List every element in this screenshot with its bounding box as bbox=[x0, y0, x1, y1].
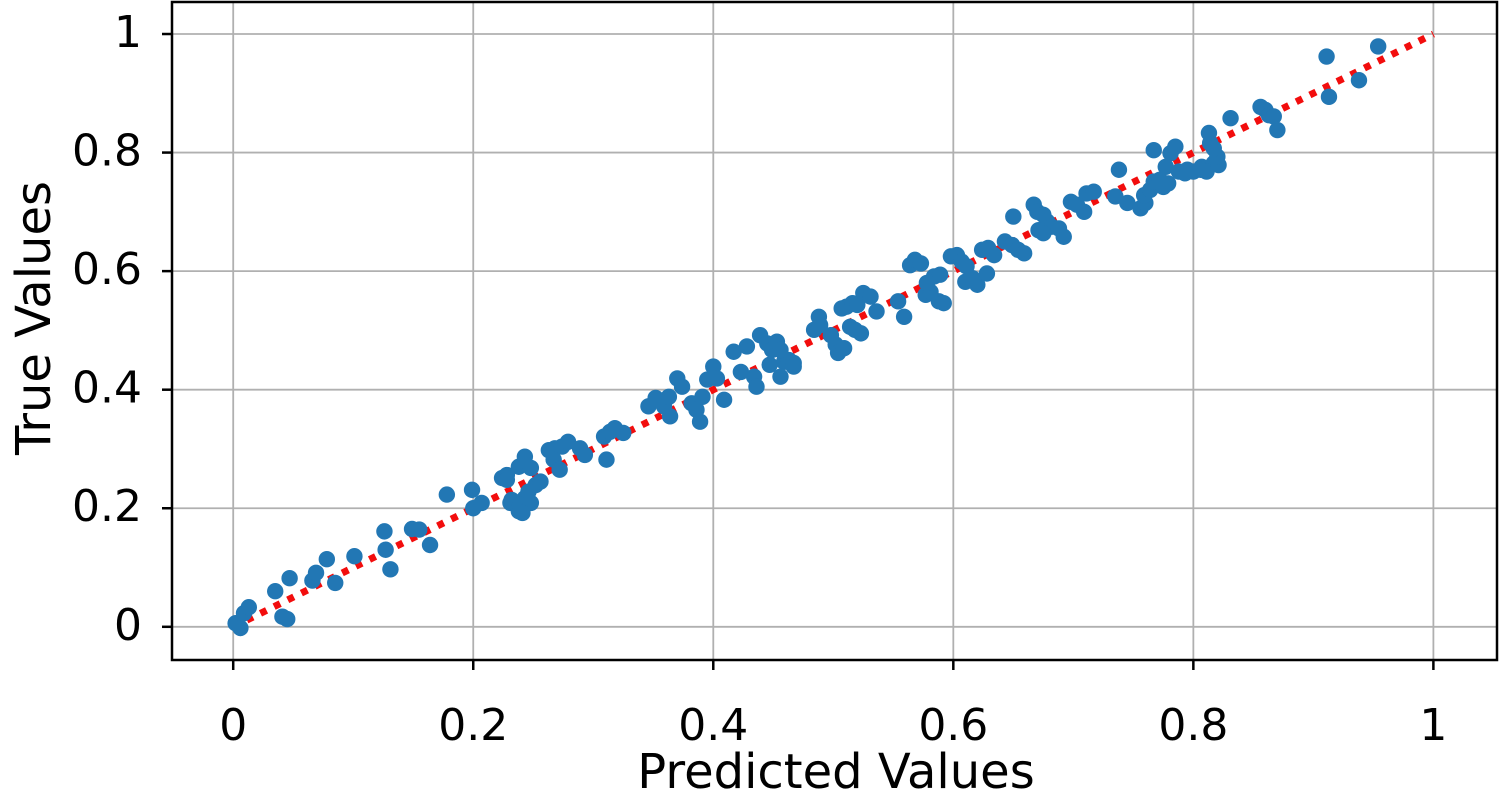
scatter-point bbox=[232, 619, 249, 637]
scatter-point bbox=[463, 481, 481, 499]
scatter-point bbox=[673, 378, 691, 395]
scatter-point bbox=[240, 599, 258, 616]
scatter-point bbox=[1179, 161, 1196, 178]
scatter-point bbox=[1350, 72, 1368, 89]
scatter-point bbox=[969, 276, 986, 293]
scatter-point bbox=[279, 610, 296, 628]
scatter-point bbox=[868, 303, 885, 320]
plot-border bbox=[170, 0, 1499, 662]
scatter-point bbox=[559, 433, 577, 451]
scatter-point bbox=[935, 294, 952, 312]
scatter-point bbox=[346, 548, 363, 565]
scatter-point bbox=[1320, 88, 1338, 106]
scatter-point bbox=[862, 288, 879, 305]
y-tick-label: 0.4 bbox=[72, 363, 142, 414]
axes-spines bbox=[170, 0, 1499, 662]
x-tick-label: 1 bbox=[1419, 700, 1447, 751]
scatter-point bbox=[772, 341, 789, 359]
y-tick-label: 0.8 bbox=[72, 126, 142, 177]
scatter-point bbox=[1107, 188, 1124, 205]
scatter-point bbox=[1222, 109, 1239, 127]
scatter-point bbox=[852, 325, 870, 342]
y-tick-label: 0.2 bbox=[72, 481, 142, 532]
scatter-point bbox=[376, 523, 393, 540]
x-axis-label: Predicted Values bbox=[637, 744, 1034, 795]
scatter-point bbox=[1369, 38, 1387, 55]
scatter-point bbox=[931, 266, 949, 283]
scatter-point bbox=[1145, 141, 1162, 159]
scatter-point bbox=[889, 293, 907, 310]
scatter-point bbox=[1055, 228, 1072, 245]
scatter-point bbox=[1075, 203, 1093, 221]
scatter-point bbox=[1005, 208, 1022, 225]
scatter-point bbox=[772, 368, 789, 385]
scatter-point bbox=[1198, 163, 1215, 180]
x-tick-label: 0 bbox=[219, 700, 247, 751]
scatter-point bbox=[811, 316, 829, 334]
scatter-point bbox=[318, 551, 336, 568]
y-tick-label: 0.6 bbox=[72, 244, 142, 295]
scatter-point bbox=[598, 451, 615, 468]
x-tick-label: 0.8 bbox=[1158, 700, 1228, 751]
scatter-point bbox=[1119, 194, 1136, 212]
scatter-point bbox=[522, 459, 540, 477]
scatter-point bbox=[978, 265, 996, 282]
scatter-point bbox=[382, 561, 399, 578]
scatter-point bbox=[1265, 108, 1282, 125]
x-tick-label: 0.6 bbox=[918, 700, 988, 751]
scatter-point bbox=[708, 370, 726, 387]
scatter-point bbox=[438, 486, 456, 503]
scatter-point bbox=[725, 343, 742, 360]
tick-marks bbox=[162, 32, 1435, 670]
scatter-point bbox=[912, 255, 930, 272]
scatter-point bbox=[327, 574, 344, 592]
scatter-point bbox=[691, 413, 709, 430]
scatter-point bbox=[895, 308, 913, 325]
scatter-point bbox=[411, 521, 428, 538]
scatter-point bbox=[1110, 161, 1128, 178]
scatter-point bbox=[281, 569, 298, 587]
scatter-point bbox=[498, 471, 516, 488]
scatter-point bbox=[661, 408, 679, 425]
scatter-point bbox=[732, 363, 750, 381]
scatter-point bbox=[551, 461, 568, 478]
gridlines bbox=[172, 2, 1497, 660]
x-tick-label: 0.2 bbox=[438, 700, 508, 751]
tick-labels: 0 0.2 0.4 0.6 0.8 1 0 0.2 0.4 0.6 0.8 1 bbox=[72, 7, 1447, 751]
scatter-point bbox=[1318, 48, 1335, 65]
scatter-point bbox=[1159, 175, 1177, 192]
scatter-point bbox=[1269, 121, 1286, 139]
scatter-points bbox=[227, 38, 1387, 637]
scatter-point bbox=[694, 388, 711, 405]
scatter-point bbox=[1085, 183, 1102, 200]
scatter-point bbox=[1015, 245, 1033, 262]
scatter-point bbox=[576, 446, 594, 464]
scatter-point bbox=[748, 378, 765, 395]
scatter-point bbox=[377, 541, 394, 558]
scatter-point bbox=[1167, 138, 1184, 155]
scatter-point bbox=[835, 339, 853, 357]
scatter-point bbox=[785, 358, 802, 375]
y-tick-label: 1 bbox=[114, 7, 142, 58]
scatter-point bbox=[514, 504, 531, 522]
scatter-point bbox=[532, 473, 549, 490]
scatter-point bbox=[660, 388, 678, 405]
scatter-point bbox=[715, 391, 733, 408]
scatter-point bbox=[761, 356, 778, 373]
scatter-point bbox=[738, 338, 756, 355]
scatter-point bbox=[307, 564, 325, 582]
scatter-point bbox=[267, 583, 284, 600]
y-axis-label: True Values bbox=[6, 181, 62, 456]
scatter-point bbox=[1157, 158, 1174, 175]
scatter-point bbox=[473, 494, 490, 512]
scatter-point bbox=[421, 536, 439, 554]
scatter-point bbox=[985, 246, 1003, 264]
scatter-point bbox=[1205, 140, 1222, 157]
scatter-point bbox=[615, 424, 632, 442]
y-tick-label: 0 bbox=[114, 600, 142, 651]
scatter-point bbox=[1035, 224, 1052, 242]
x-tick-label: 0.4 bbox=[678, 700, 748, 751]
